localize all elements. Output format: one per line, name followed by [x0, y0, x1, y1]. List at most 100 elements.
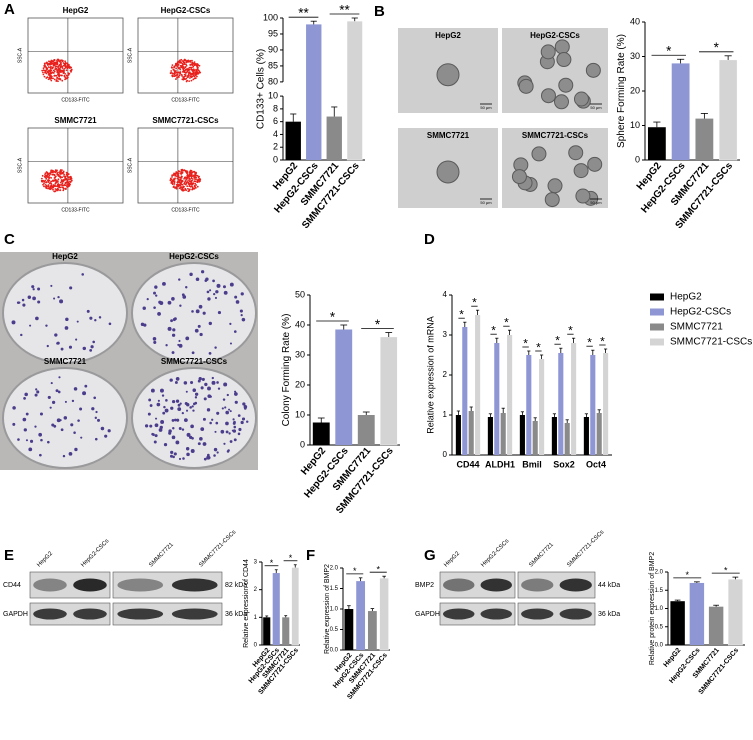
colony [198, 304, 203, 309]
event-dot [196, 64, 199, 66]
colony [82, 391, 87, 396]
bar [596, 413, 602, 455]
sphere [568, 145, 584, 161]
event-dot [60, 180, 63, 183]
event-dot [52, 185, 55, 188]
event-dot [170, 70, 173, 72]
colony [70, 423, 74, 427]
y-axis-label: Colony Forming Rate (%) [281, 314, 292, 427]
colony [58, 376, 61, 379]
colony [160, 420, 165, 424]
x-tick-label: ALDH1 [485, 459, 515, 469]
colony [147, 412, 151, 416]
band [117, 608, 164, 620]
event-dot [42, 71, 44, 74]
event-dot [43, 185, 45, 188]
event-dot [52, 184, 55, 186]
y-tick-label: 1.0 [330, 607, 339, 613]
event-dot [52, 72, 55, 74]
event-dot [69, 176, 72, 179]
event-dot [179, 64, 182, 67]
colony [211, 376, 214, 380]
colony [100, 426, 105, 431]
size-label: 36 kDa [598, 611, 620, 618]
significance: * [555, 334, 560, 348]
event-dot [51, 67, 54, 70]
x-tick-label: Oct4 [586, 459, 606, 469]
event-dot [195, 178, 197, 181]
event-dot [41, 180, 44, 183]
colony [22, 417, 27, 422]
event-dot [176, 65, 179, 68]
event-dot [176, 183, 179, 186]
colony [181, 428, 185, 431]
bar [455, 415, 461, 455]
colony [201, 270, 205, 274]
event-dot [44, 179, 47, 182]
colony [178, 343, 183, 348]
colony [39, 412, 43, 416]
colony [158, 428, 163, 432]
colony [225, 410, 229, 415]
event-dot [184, 66, 187, 68]
event-dot [64, 76, 67, 79]
event-dot [171, 180, 173, 183]
colony [184, 401, 188, 406]
event-dot [190, 173, 193, 176]
event-dot [54, 68, 57, 71]
colony [34, 425, 37, 428]
event-dot [191, 59, 193, 62]
colony [186, 432, 191, 437]
colony [34, 393, 38, 397]
event-dot [193, 62, 196, 65]
y-tick-label: 2 [273, 142, 278, 152]
colony [221, 407, 224, 410]
colony [209, 421, 212, 425]
colony [54, 333, 58, 337]
colony [170, 406, 174, 410]
event-dot [180, 181, 183, 183]
colony [200, 427, 205, 431]
colony [179, 402, 182, 405]
axis-label: SSC-A [127, 157, 133, 173]
event-dot [177, 176, 180, 179]
colony [217, 310, 222, 315]
bar [558, 353, 564, 455]
event-dot [66, 185, 68, 188]
dish-title: SMMC7721-CSCs [161, 357, 228, 366]
event-dot [56, 63, 59, 66]
colony [98, 316, 102, 319]
event-dot [54, 188, 57, 190]
y-tick-label: 2.0 [330, 566, 339, 572]
colony [203, 397, 207, 401]
colony [56, 418, 61, 423]
legend-label: HepG2 [670, 292, 702, 303]
significance: * [504, 316, 509, 330]
event-dot [177, 170, 180, 172]
event-dot [57, 71, 60, 74]
event-dot [178, 76, 180, 78]
event-dot [67, 183, 70, 185]
colony [199, 437, 203, 441]
event-dot [181, 65, 184, 67]
x-tick-label: Sox2 [553, 459, 575, 469]
event-dot [189, 59, 192, 62]
colony [215, 290, 219, 294]
legend-label: SMMC7721-CSCs [670, 337, 752, 348]
event-dot [186, 174, 189, 177]
event-dot [190, 183, 192, 185]
lane-label: HepG2 [36, 550, 54, 568]
bar [532, 421, 538, 455]
event-dot [196, 71, 199, 74]
y-axis-label: Relative expression of BMP2 [324, 564, 331, 654]
event-dot [169, 72, 172, 75]
event-dot [182, 68, 185, 71]
event-dot [48, 174, 51, 177]
event-dot [186, 187, 189, 190]
event-dot [188, 171, 191, 173]
colony [181, 293, 185, 297]
event-dot [42, 183, 44, 186]
colony [234, 400, 238, 404]
colony [154, 434, 158, 438]
